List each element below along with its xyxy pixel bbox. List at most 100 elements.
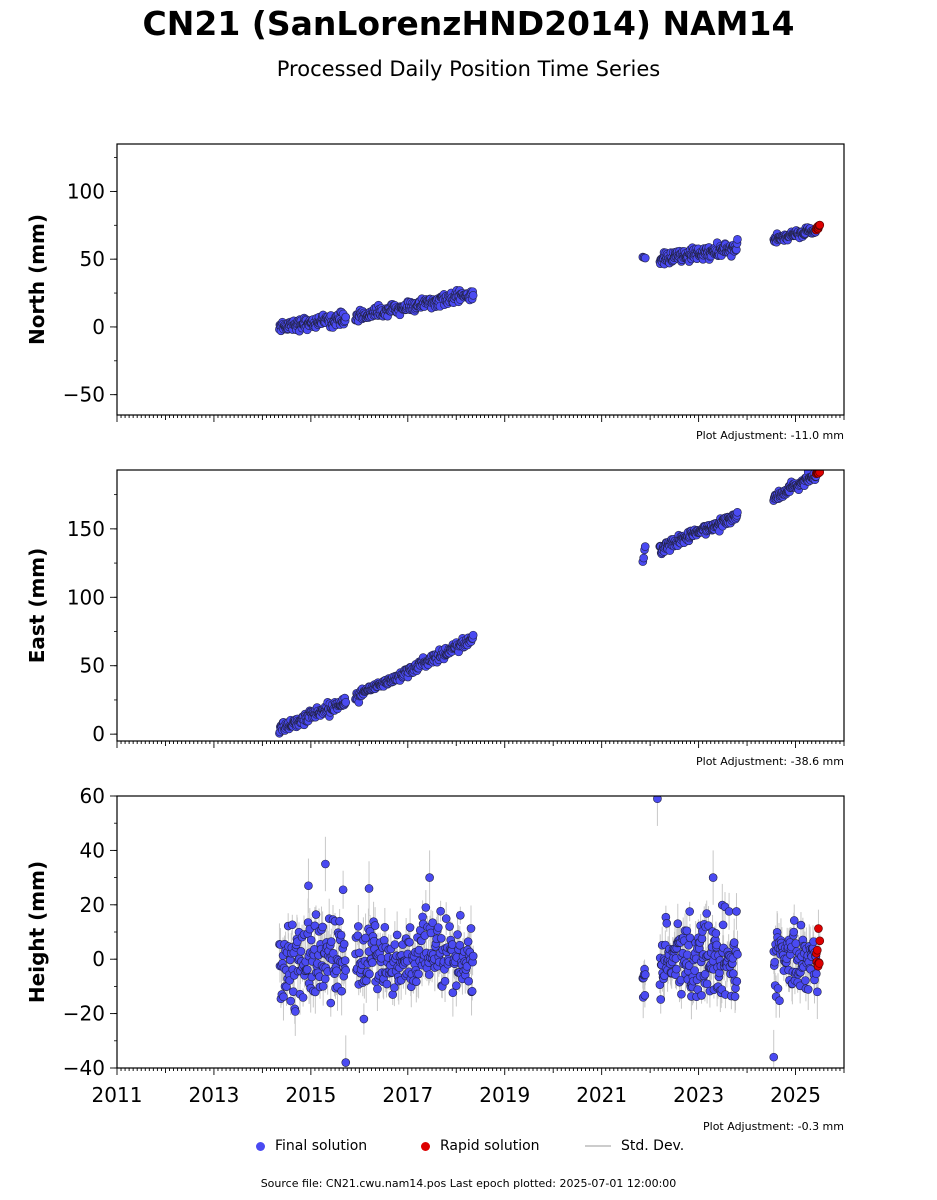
final-solution-point (769, 1052, 779, 1062)
final-solution-point (332, 966, 341, 976)
final-solution-point (335, 916, 344, 926)
final-solution-point (448, 988, 458, 998)
final-solution-point (436, 906, 445, 916)
final-solution-point (318, 981, 328, 991)
plot-data-group (275, 220, 825, 336)
final-solution-point (425, 873, 434, 882)
y-tick-label: −20 (63, 1002, 105, 1026)
final-solution-point (452, 981, 461, 990)
final-solution-point (724, 907, 734, 916)
final-solution-point (286, 996, 296, 1006)
final-solution-point (341, 312, 351, 322)
plot-adjustment-label: Plot Adjustment: -0.3 mm (703, 1120, 844, 1133)
final-solution-point (428, 918, 437, 928)
final-solution-point (796, 920, 806, 930)
plot-data-group (275, 796, 825, 1068)
y-axis-label: Height (mm) (25, 861, 49, 1003)
final-solution-point (341, 966, 350, 975)
final-solution-point (662, 919, 672, 928)
final-solution-point (730, 992, 740, 1001)
final-solution-point (697, 934, 707, 943)
final-solution-point (368, 958, 377, 967)
std-dev-line-icon (585, 1145, 611, 1147)
final-solution-point (373, 984, 382, 994)
rapid-solution-point (815, 959, 824, 968)
final-solution-point (729, 969, 738, 978)
final-solution-point (340, 956, 350, 965)
y-tick-label: 20 (80, 893, 105, 917)
final-solution-point (355, 948, 364, 958)
y-axis-label: North (mm) (25, 214, 49, 345)
plot-adjustment-label: Plot Adjustment: -11.0 mm (696, 429, 844, 442)
legend-rapid: Rapid solution (421, 1138, 540, 1154)
final-solution-point (353, 931, 363, 940)
final-solution-point (789, 916, 799, 925)
x-tick-label: 2023 (673, 1083, 724, 1107)
final-solution-point (380, 922, 390, 932)
final-solution-marker-icon (256, 1141, 265, 1151)
y-tick-label: −50 (63, 383, 105, 407)
y-tick-label: 100 (67, 585, 105, 609)
final-solution-point (466, 924, 476, 933)
panel-1: 0 50 100 150 East (mm) Plot Adjustment: -38.6… (25, 469, 845, 768)
final-solution-point (690, 966, 699, 975)
final-solution-point (304, 881, 313, 891)
final-solution-point (708, 873, 718, 882)
final-solution-point (320, 974, 330, 984)
plot-frame (116, 795, 845, 1069)
y-tick-label: 0 (92, 947, 105, 971)
plot-data-group (275, 470, 825, 738)
final-solution-point (813, 987, 822, 997)
final-solution-point (290, 1007, 300, 1016)
final-solution-point (733, 950, 742, 959)
legend-std-label: Std. Dev. (621, 1138, 685, 1154)
x-tick-label: 2019 (479, 1083, 530, 1107)
final-solution-point (770, 957, 779, 967)
final-solution-point (436, 933, 446, 943)
final-solution-point (441, 914, 451, 923)
final-solution-point (468, 630, 478, 640)
final-solution-point (338, 885, 348, 895)
final-solution-point (697, 991, 706, 1000)
final-solution-point (370, 921, 380, 930)
final-solution-point (390, 940, 400, 949)
final-solution-point (639, 553, 648, 563)
final-solution-point (336, 930, 346, 940)
final-solution-point (773, 984, 783, 993)
final-solution-point (298, 993, 308, 1002)
y-axis-label: East (mm) (25, 548, 49, 664)
y-tick-label: 50 (80, 247, 105, 271)
final-solution-point (672, 964, 681, 974)
final-solution-point (405, 923, 415, 932)
rapid-solution-marker-icon (421, 1141, 430, 1151)
final-solution-point (640, 542, 650, 551)
final-solution-point (405, 937, 414, 947)
final-solution-point (456, 911, 465, 920)
final-solution-point (685, 907, 694, 916)
final-solution-point (656, 995, 666, 1004)
final-solution-point (337, 986, 346, 996)
final-solution-point (327, 937, 336, 946)
x-tick-label: 2011 (92, 1083, 143, 1107)
final-solution-point (392, 930, 402, 940)
final-solution-point (803, 985, 813, 994)
final-solution-point (640, 253, 650, 263)
x-tick-label: 2021 (576, 1083, 627, 1107)
x-tick-label: 2013 (188, 1083, 239, 1107)
final-solution-point (321, 859, 330, 869)
final-solution-point (653, 796, 662, 804)
panel-2: 2011 2013 2015 2017 2019 2021 2023 2025 −40 −20 0 2… (25, 784, 845, 1133)
y-tick-label: 50 (80, 654, 105, 678)
source-footer: Source file: CN21.cwu.nam14.pos Last epo… (260, 1177, 677, 1190)
final-solution-point (702, 909, 711, 918)
y-tick-label: −40 (63, 1056, 105, 1080)
final-solution-point (288, 920, 297, 930)
final-solution-point (732, 977, 742, 986)
legend-stddev: Std. Dev. (585, 1138, 684, 1154)
final-solution-point (311, 910, 321, 919)
final-solution-point (390, 983, 399, 992)
final-solution-point (453, 930, 462, 939)
y-tick-label: 0 (92, 722, 105, 746)
rapid-solution-point (814, 924, 823, 933)
